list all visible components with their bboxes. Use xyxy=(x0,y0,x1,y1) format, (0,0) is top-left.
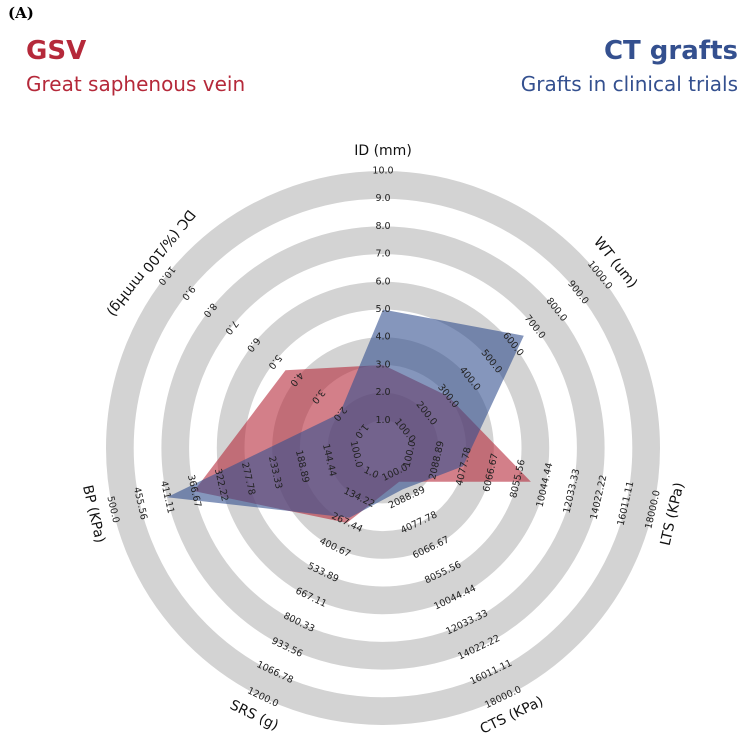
tick-label: 9.0 xyxy=(375,193,390,204)
tick-label: 1.0 xyxy=(375,415,390,426)
radar-ring xyxy=(161,226,605,670)
tick-label: 7.0 xyxy=(375,249,390,260)
tick-label: 3.0 xyxy=(375,359,390,370)
ct-subtitle: Grafts in clinical trials xyxy=(520,72,738,96)
series-area-ct-grafts xyxy=(167,309,524,518)
tick-label: 2.0 xyxy=(375,387,390,398)
axis-label: ID (mm) xyxy=(354,143,412,159)
tick-label: 5.0 xyxy=(375,304,390,315)
tick-label: 4.0 xyxy=(375,332,390,343)
ct-title: CT grafts xyxy=(603,36,738,66)
gsv-title: GSV xyxy=(26,36,87,66)
radar-series xyxy=(167,309,531,523)
tick-label: 6.0 xyxy=(375,276,390,287)
axis-label: LTS (KPa) xyxy=(658,481,688,547)
axis-label: BP (KPa) xyxy=(79,484,108,545)
tick-label: 8.0 xyxy=(375,221,390,232)
gsv-subtitle: Great saphenous vein xyxy=(26,72,246,96)
radar-ring xyxy=(106,171,660,725)
tick-label: 10.0 xyxy=(372,166,393,177)
panel-label: (A) xyxy=(8,4,34,22)
